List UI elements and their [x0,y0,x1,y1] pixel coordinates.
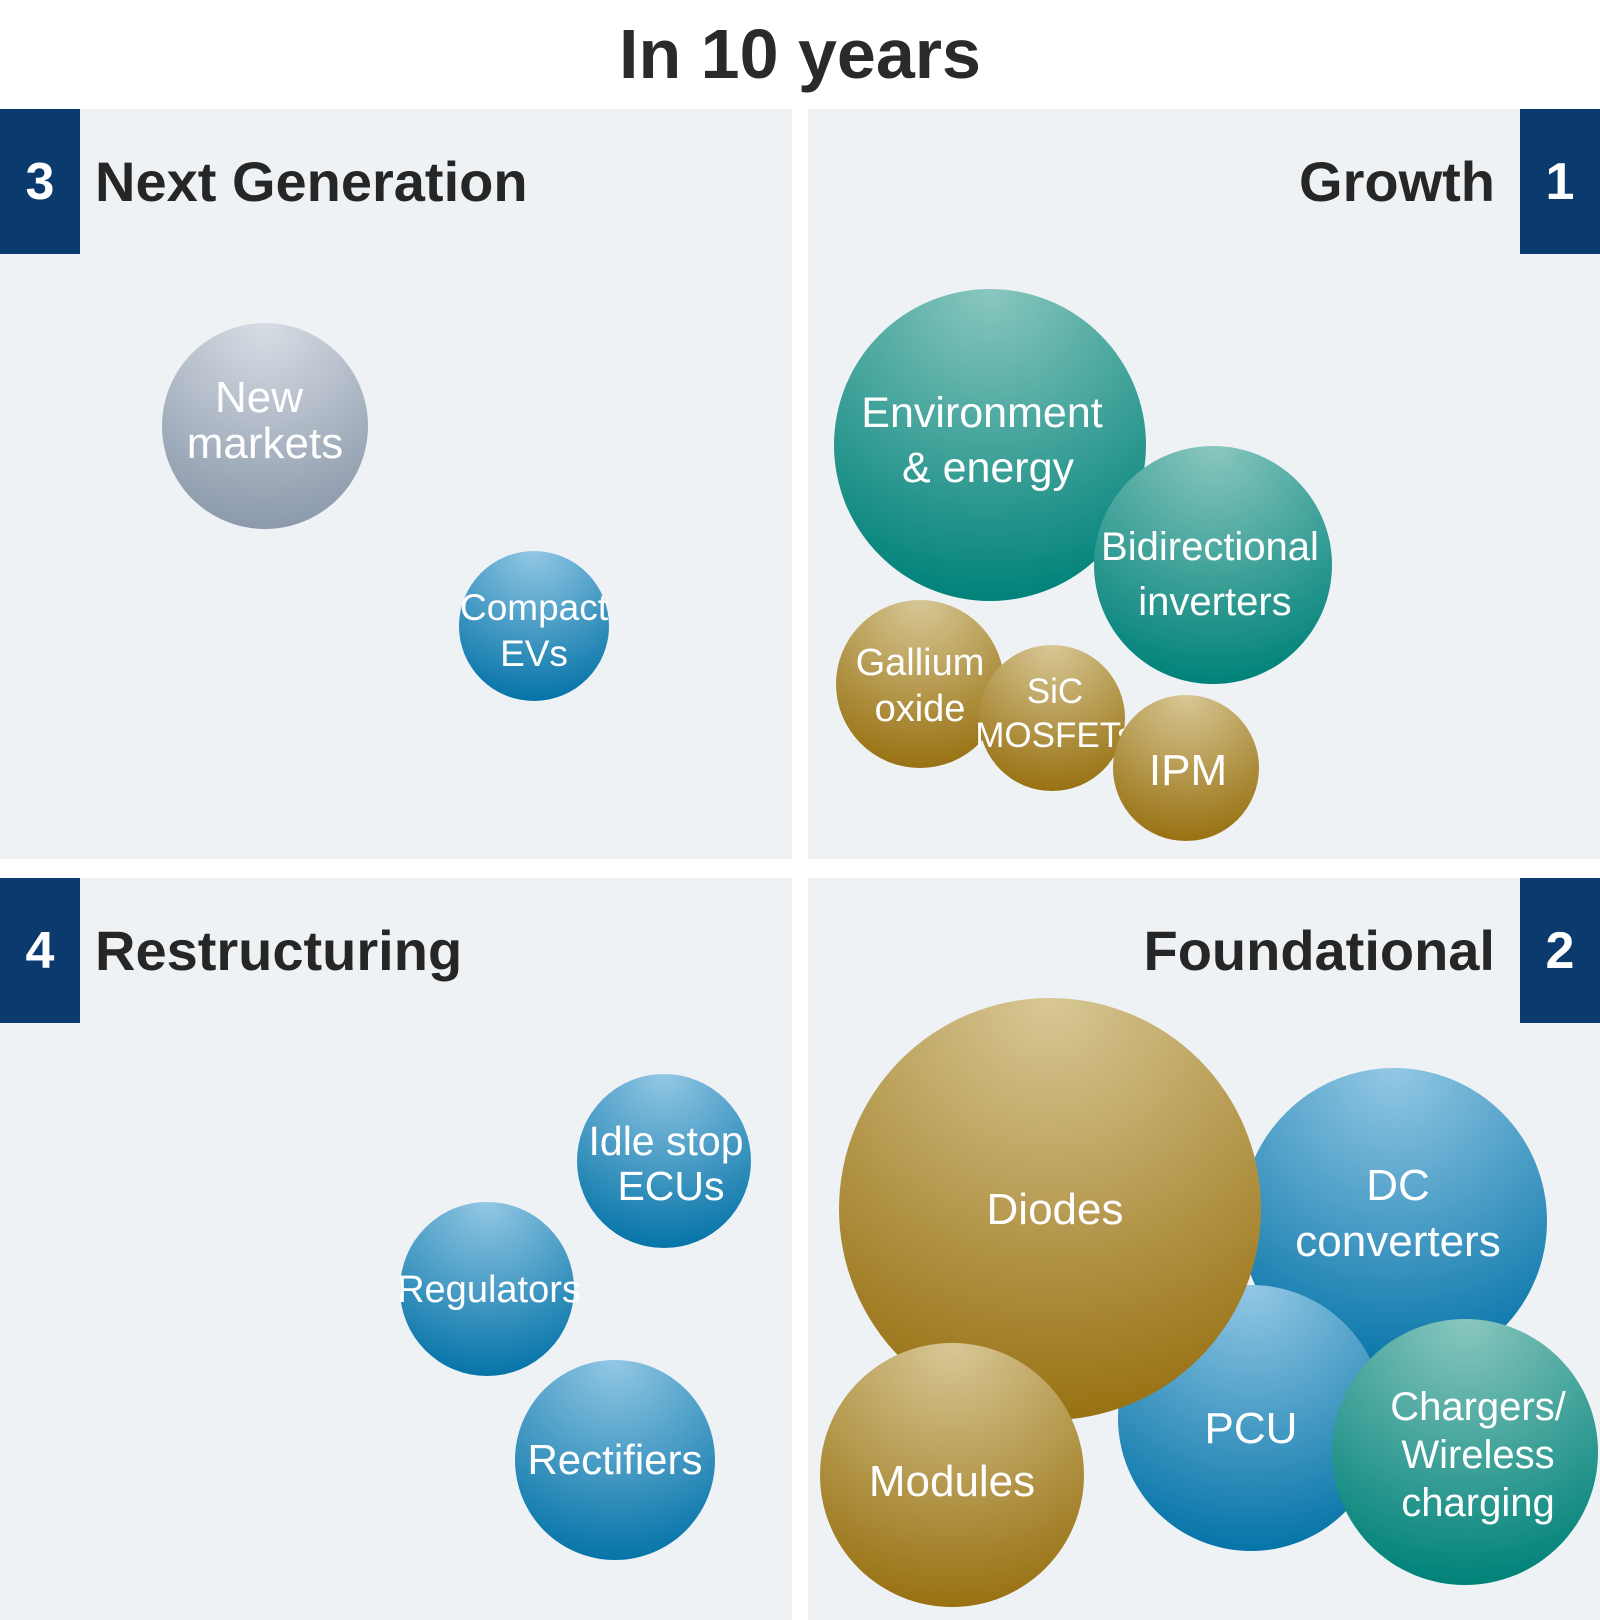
quadrant-title-growth: Growth [1299,150,1495,213]
svg-text:Bidirectional: Bidirectional [1101,525,1319,569]
bubble-compact-evs: Compact EVs [459,551,609,701]
svg-text:SiC: SiC [1027,672,1083,711]
bubble-environment-energy: Environment & energy [834,289,1146,601]
quadrant-restructuring: 4 Restructuring [0,878,792,1620]
quadrant-number-4: 4 [0,878,80,1023]
quadrant-number-3: 3 [0,109,80,254]
svg-text:Idle stop: Idle stop [589,1118,744,1164]
diagram-title: In 10 years [619,15,981,93]
svg-text:Wireless: Wireless [1401,1433,1554,1477]
svg-text:New: New [215,373,303,422]
svg-text:EVs: EVs [500,633,568,674]
svg-text:PCU: PCU [1205,1404,1298,1453]
svg-text:DC: DC [1366,1161,1430,1210]
quadrant-title-foundational: Foundational [1143,919,1495,982]
bubble-idle-stop-ecus: Idle stop ECUs [577,1074,751,1248]
bubble-diodes: Diodes [839,998,1261,1420]
bubble-chargers-wireless-charging: Chargers/ Wireless charging [1332,1319,1598,1585]
svg-text:oxide: oxide [875,688,966,730]
svg-text:markets: markets [187,419,343,468]
quadrant-number-1: 1 [1520,109,1600,254]
bubble-ipm: IPM [1113,695,1259,841]
quadrant-title-restructuring: Restructuring [95,919,463,982]
svg-text:IPM: IPM [1149,746,1227,795]
svg-text:& energy: & energy [902,444,1075,492]
bubble-dc-converters: DC converters [1241,1068,1547,1374]
svg-text:Regulators: Regulators [397,1269,581,1311]
svg-text:ECUs: ECUs [617,1163,724,1209]
svg-text:Compact: Compact [460,587,609,628]
svg-text:MOSFETs: MOSFETs [975,716,1134,755]
svg-text:Modules: Modules [869,1457,1035,1506]
bubble-bidirectional-inverters: Bidirectional inverters [1094,446,1332,684]
svg-text:Rectifiers: Rectifiers [527,1436,702,1483]
svg-text:Chargers/: Chargers/ [1390,1385,1567,1429]
bubble-regulators: Regulators [397,1202,581,1376]
bubble-modules: Modules [820,1343,1084,1607]
quadrant-number-2: 2 [1520,878,1600,1023]
svg-text:Environment: Environment [861,389,1102,437]
bubble-rectifiers: Rectifiers [515,1360,715,1560]
quadrant-next-generation: 3 Next Generation [0,109,792,859]
svg-text:Gallium: Gallium [856,642,985,684]
bubble-gallium-oxide: Gallium oxide [836,600,1004,768]
quadrant-title-next-generation: Next Generation [95,150,528,213]
bubble-new-markets: New markets [162,323,368,529]
bubble-sic-mosfets: SiC MOSFETs [975,645,1135,791]
svg-text:Diodes: Diodes [987,1185,1124,1234]
svg-text:charging: charging [1401,1481,1554,1525]
svg-text:inverters: inverters [1138,580,1291,624]
svg-text:converters: converters [1295,1217,1500,1266]
